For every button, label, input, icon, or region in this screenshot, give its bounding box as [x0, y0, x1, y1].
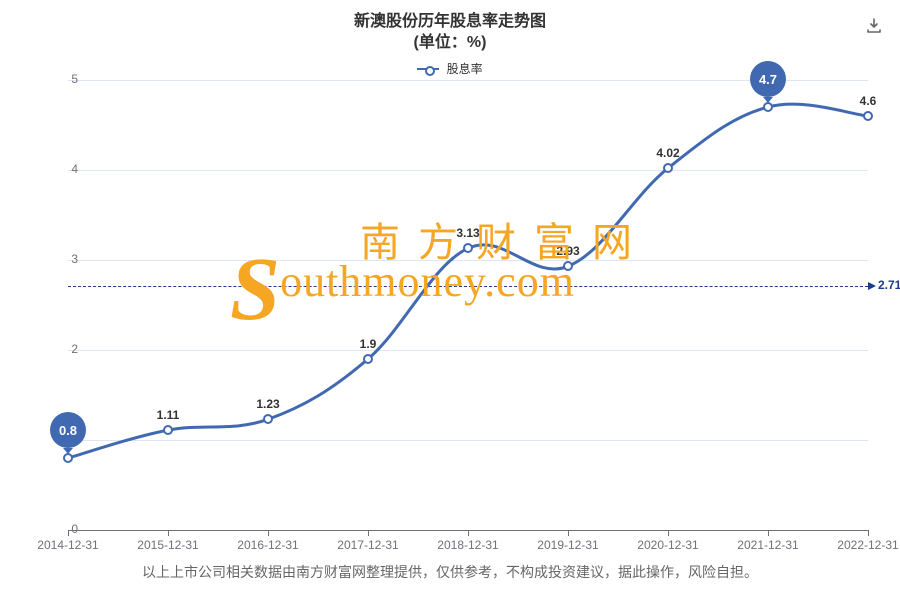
x-tick-label: 2015-12-31 [128, 538, 208, 552]
data-bubble: 4.7 [750, 61, 786, 97]
title-line2: (单位：%) [0, 33, 900, 54]
x-tick-label: 2018-12-31 [428, 538, 508, 552]
x-tick [768, 530, 769, 536]
x-tick [868, 530, 869, 536]
data-point [163, 425, 173, 435]
data-label: 4.02 [656, 146, 679, 160]
x-tick [368, 530, 369, 536]
data-label: 1.9 [360, 337, 377, 351]
reference-arrow [868, 282, 876, 290]
data-point [863, 111, 873, 121]
data-point [63, 453, 73, 463]
x-tick [68, 530, 69, 536]
x-tick-label: 2022-12-31 [828, 538, 900, 552]
data-bubble: 0.8 [50, 412, 86, 448]
x-tick [468, 530, 469, 536]
x-tick-label: 2016-12-31 [228, 538, 308, 552]
footer-disclaimer: 以上上市公司相关数据由南方财富网整理提供，仅供参考，不构成投资建议，据此操作，风… [0, 562, 900, 582]
x-tick [668, 530, 669, 536]
x-tick-label: 2021-12-31 [728, 538, 808, 552]
reference-label: 2.71 [878, 278, 900, 292]
legend-label: 股息率 [447, 62, 483, 76]
chart-container: 新澳股份历年股息率走势图 (单位：%) 股息率 0123452014-12-31… [0, 0, 900, 600]
x-tick-label: 2014-12-31 [28, 538, 108, 552]
data-label: 1.11 [157, 408, 180, 422]
data-point [763, 102, 773, 112]
x-tick [568, 530, 569, 536]
download-icon[interactable] [866, 18, 882, 34]
legend-marker [417, 68, 439, 70]
series-line [68, 80, 868, 530]
data-point [363, 354, 373, 364]
data-point [663, 163, 673, 173]
x-tick [268, 530, 269, 536]
plot-area: 0123452014-12-312015-12-312016-12-312017… [68, 80, 868, 530]
title-line1: 新澳股份历年股息率走势图 [0, 12, 900, 33]
x-tick-label: 2017-12-31 [328, 538, 408, 552]
data-label: 1.23 [256, 397, 279, 411]
chart-title: 新澳股份历年股息率走势图 (单位：%) [0, 0, 900, 54]
data-point [263, 414, 273, 424]
x-tick-label: 2019-12-31 [528, 538, 608, 552]
x-tick-label: 2020-12-31 [628, 538, 708, 552]
x-tick [168, 530, 169, 536]
data-label: 4.6 [860, 94, 877, 108]
watermark-cn: 南方财富网 [360, 210, 650, 268]
